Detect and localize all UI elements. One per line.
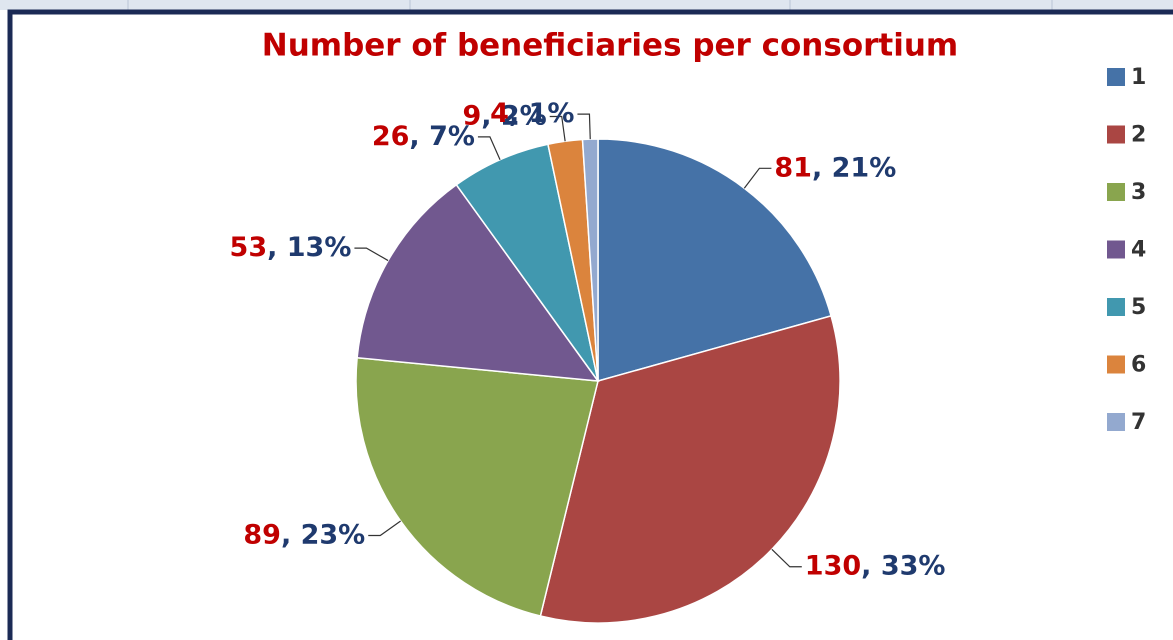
leader-line <box>368 520 401 537</box>
data-label: 89, 23% <box>243 519 365 550</box>
legend-label: 1 <box>1131 65 1146 90</box>
legend-swatch <box>1107 355 1125 374</box>
leader-line <box>577 113 591 140</box>
legend-swatch <box>1107 413 1125 431</box>
legend-label: 5 <box>1131 295 1146 320</box>
data-label: 130, 33% <box>805 550 946 581</box>
legend-swatch <box>1107 125 1125 144</box>
legend-swatch <box>1107 183 1125 201</box>
legend-swatch <box>1107 68 1125 86</box>
pie-slice <box>539 314 841 624</box>
leader-line <box>477 136 501 160</box>
pie-slice <box>355 356 599 617</box>
leader-line <box>354 247 389 262</box>
data-label: 9, 2% <box>462 100 546 131</box>
data-label: 81, 21% <box>774 152 896 183</box>
legend-label: 3 <box>1131 180 1146 205</box>
legend-label: 2 <box>1131 123 1146 148</box>
sheet-header <box>0 0 1173 10</box>
legend-swatch <box>1107 240 1125 259</box>
pie-slice <box>597 138 832 382</box>
data-label: 53, 13% <box>230 232 352 263</box>
legend-label: 4 <box>1131 238 1146 263</box>
leader-line <box>743 167 772 189</box>
leader-line <box>771 548 802 568</box>
legend-label: 7 <box>1131 410 1146 435</box>
chart-title: Number of beneficiaries per consortium <box>262 28 958 64</box>
data-label: 4, 1% <box>490 98 574 129</box>
leader-line <box>549 115 566 142</box>
legend-swatch <box>1107 298 1125 316</box>
data-label: 26, 7% <box>372 120 475 151</box>
legend-label: 6 <box>1131 353 1146 378</box>
